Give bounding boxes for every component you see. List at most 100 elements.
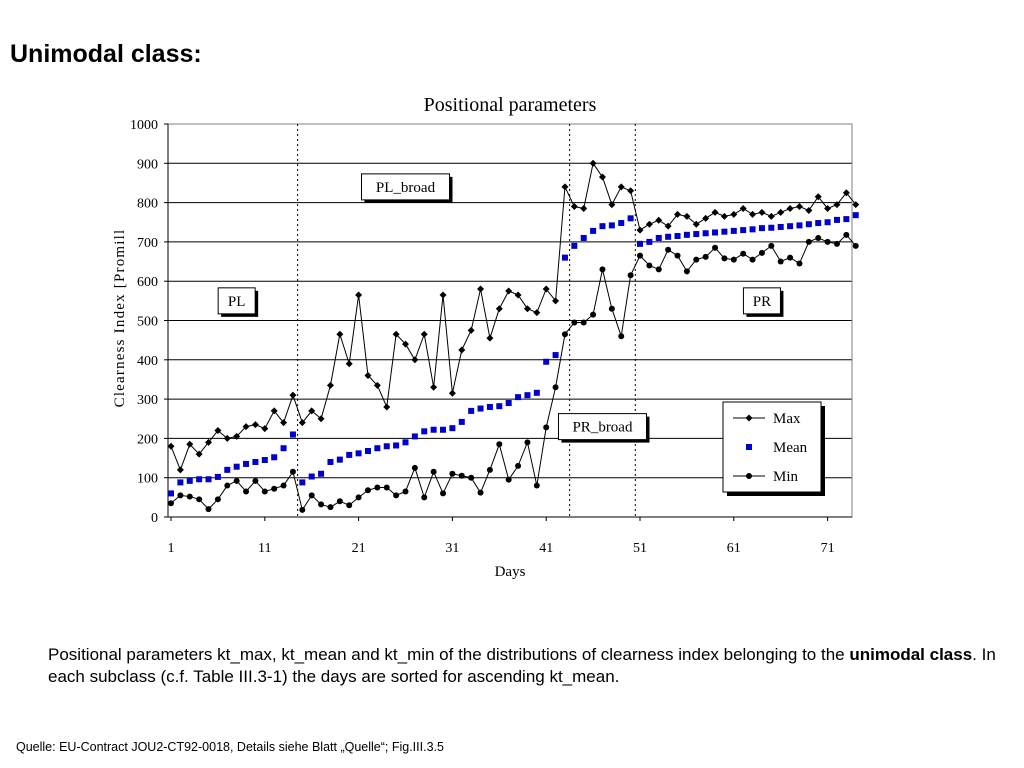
point-max <box>598 173 606 181</box>
point-mean <box>486 403 493 410</box>
point-mean <box>327 458 334 465</box>
point-max <box>345 360 353 368</box>
region-label-text: PR <box>753 294 771 310</box>
point-max <box>364 372 372 380</box>
point-max <box>505 287 513 295</box>
point-min <box>693 256 700 263</box>
point-mean <box>430 426 437 433</box>
y-tick-label: 100 <box>137 472 158 487</box>
point-mean <box>758 225 765 232</box>
point-max <box>280 419 288 427</box>
point-mean <box>721 228 728 235</box>
point-max <box>289 391 297 399</box>
point-max <box>176 466 184 474</box>
point-max <box>814 193 822 201</box>
point-min <box>280 482 287 489</box>
region-label-text: PL_broad <box>376 180 436 196</box>
point-min <box>318 501 325 508</box>
point-min <box>421 494 428 501</box>
chart-title: Positional parameters <box>424 94 597 116</box>
point-min <box>271 485 278 492</box>
legend-marker-min <box>746 473 752 479</box>
point-mean <box>458 418 465 425</box>
point-mean <box>655 234 662 241</box>
legend-marker-mean <box>746 444 752 450</box>
point-min <box>505 476 512 483</box>
point-min <box>486 466 493 473</box>
point-min <box>458 472 465 479</box>
region-label-pr-broad: PR_broad <box>557 413 650 443</box>
point-max <box>458 346 466 354</box>
point-max <box>852 201 860 209</box>
point-max <box>355 291 363 299</box>
point-max <box>730 210 738 218</box>
point-max <box>636 226 644 234</box>
point-min <box>843 231 850 238</box>
point-mean <box>383 443 390 450</box>
point-mean <box>740 227 747 234</box>
y-tick-label: 900 <box>137 157 158 172</box>
point-min <box>449 470 456 477</box>
x-tick-label: 51 <box>633 541 647 556</box>
y-tick-label: 500 <box>137 315 158 330</box>
slide-title: Unimodal class: <box>10 40 202 68</box>
point-mean <box>411 433 418 440</box>
point-max <box>580 204 588 212</box>
x-tick-label: 31 <box>445 541 459 556</box>
point-max <box>711 208 719 216</box>
point-min <box>205 506 212 513</box>
point-min <box>233 477 240 484</box>
point-max <box>402 340 409 348</box>
point-min <box>646 262 653 269</box>
point-mean <box>768 224 775 231</box>
region-box <box>217 287 256 315</box>
point-mean <box>627 215 634 222</box>
point-max <box>589 159 597 167</box>
point-min <box>730 256 737 263</box>
point-min <box>561 331 568 338</box>
point-mean <box>702 230 709 237</box>
point-max <box>824 204 832 212</box>
point-mean <box>805 221 812 228</box>
point-max <box>467 326 475 334</box>
point-min <box>580 319 587 326</box>
y-tick-label: 700 <box>137 236 158 251</box>
point-mean <box>505 400 512 407</box>
point-max <box>749 210 757 218</box>
point-min <box>346 502 353 509</box>
point-max <box>833 201 841 209</box>
point-mean <box>608 222 615 229</box>
point-min <box>702 253 709 260</box>
point-mean <box>336 456 343 463</box>
point-max <box>298 419 306 427</box>
point-min <box>336 498 343 505</box>
point-min <box>393 492 400 499</box>
point-max <box>805 206 813 214</box>
point-max <box>233 432 241 440</box>
point-mean <box>730 227 737 234</box>
point-min <box>289 468 296 475</box>
point-mean <box>561 254 568 261</box>
point-max <box>383 403 391 411</box>
point-max <box>552 297 560 305</box>
legend-label: Mean <box>773 440 808 456</box>
point-min <box>590 311 597 318</box>
point-mean <box>477 405 484 412</box>
point-max <box>674 210 682 218</box>
point-min <box>608 305 615 312</box>
point-mean <box>852 212 859 219</box>
point-mean <box>843 216 850 223</box>
point-min <box>533 482 540 489</box>
point-mean <box>674 233 681 240</box>
point-mean <box>712 229 719 236</box>
point-min <box>824 238 831 245</box>
point-max <box>842 189 850 197</box>
point-mean <box>308 473 315 480</box>
point-min <box>552 384 559 391</box>
caption-text-2: . In each subclass (c.f. Table III.3-1) … <box>48 645 996 686</box>
point-min <box>796 260 803 267</box>
y-tick-label: 800 <box>137 197 158 212</box>
point-mean <box>299 479 306 486</box>
point-mean <box>796 222 803 229</box>
point-min <box>637 252 643 259</box>
